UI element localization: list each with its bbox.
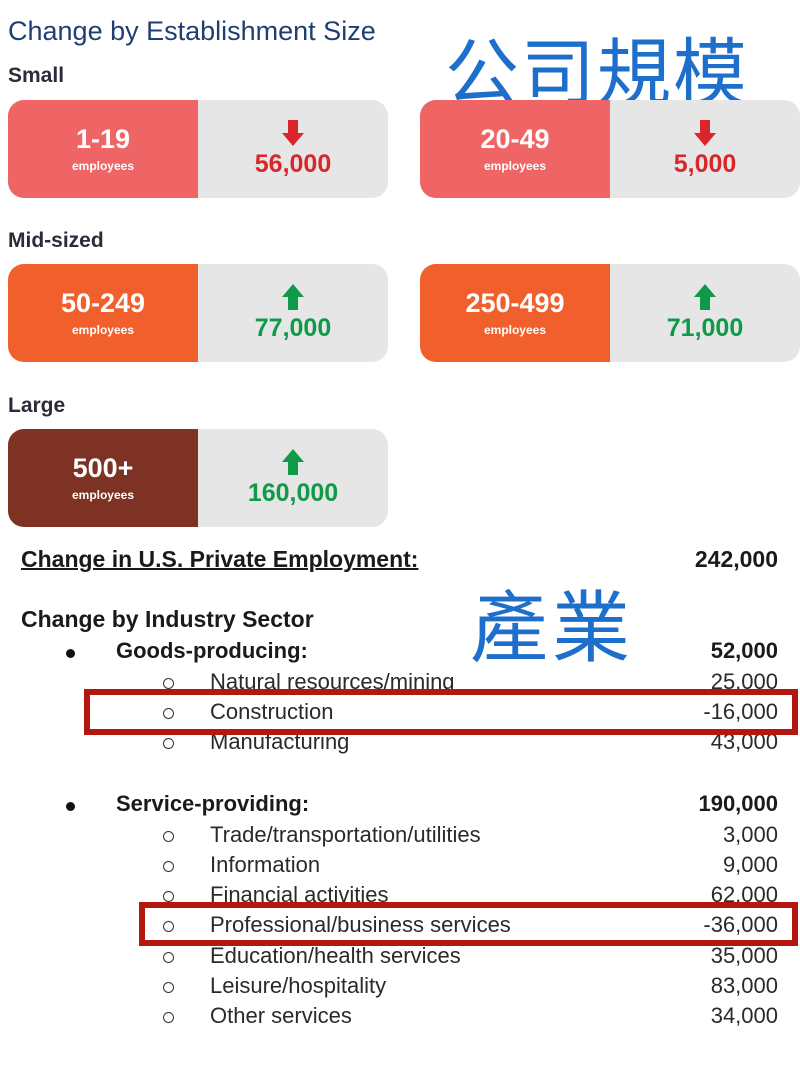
highlight-box-construction <box>84 689 798 735</box>
sector-row-goods-producing: Goods-producing: 52,000 <box>0 638 800 668</box>
industry-label: Education/health services <box>210 943 461 968</box>
card-change-panel: 71,000 <box>610 264 800 362</box>
card-range: 50-249 <box>60 287 146 318</box>
annotation-industry: 產業 <box>470 584 635 674</box>
industry-row: Trade/transportation/utilities 3,000 <box>0 822 800 852</box>
industry-row: Construction -16,000 <box>0 699 800 729</box>
group-label-mid-sized: Mid-sized <box>8 229 104 252</box>
sector-row-service-providing: Service-providing: 190,000 <box>0 791 800 821</box>
industry-label: Professional/business services <box>210 912 511 937</box>
industry-row: Education/health services 35,000 <box>0 943 800 973</box>
card-unit: employees <box>71 487 135 502</box>
card-unit: employees <box>483 158 547 173</box>
ring-bullet-icon <box>163 921 174 932</box>
card-unit: employees <box>71 158 135 173</box>
size-card-500-plus: 500+ employees 160,000 <box>8 429 388 527</box>
card-range-panel: 500+ employees <box>8 429 198 527</box>
card-range: 500+ <box>72 452 134 483</box>
card-range-panel: 20-49 employees <box>420 100 610 198</box>
card-value: 77,000 <box>254 313 332 342</box>
industry-heading: Change by Industry Sector <box>21 606 314 632</box>
industry-value: 83,000 <box>710 973 778 998</box>
industry-value: 35,000 <box>710 943 778 968</box>
industry-value: -36,000 <box>703 912 778 937</box>
size-card-50-249: 50-249 employees 77,000 <box>8 264 388 362</box>
private-employment-value: 242,000 <box>694 546 778 572</box>
card-range-panel: 1-19 employees <box>8 100 198 198</box>
page-title: Change by Establishment Size <box>8 16 376 46</box>
ring-bullet-icon <box>163 952 174 963</box>
sector-value: 52,000 <box>710 638 778 663</box>
industry-label: Leisure/hospitality <box>210 973 387 998</box>
ring-bullet-icon <box>163 831 174 842</box>
arrow-down-icon <box>694 119 716 146</box>
sector-label: Goods-producing: <box>116 638 308 663</box>
bullet-icon <box>66 649 75 658</box>
card-change-panel: 5,000 <box>610 100 800 198</box>
card-value: 160,000 <box>247 478 339 507</box>
industry-document: Change in U.S. Private Employment: 242,0… <box>0 536 800 1067</box>
industry-row: Leisure/hospitality 83,000 <box>0 973 800 1003</box>
ring-bullet-icon <box>163 891 174 902</box>
card-value: 5,000 <box>673 149 737 178</box>
card-value: 71,000 <box>666 313 744 342</box>
industry-value: 3,000 <box>722 822 778 847</box>
industry-heading-row: Change by Industry Sector <box>0 606 800 636</box>
ring-bullet-icon <box>163 1012 174 1023</box>
sector-label: Service-providing: <box>116 791 310 816</box>
industry-value: 34,000 <box>710 1003 778 1028</box>
card-change-panel: 160,000 <box>198 429 388 527</box>
card-value: 56,000 <box>254 149 332 178</box>
group-label-small: Small <box>8 64 65 87</box>
highlight-box-professional-services <box>139 902 798 946</box>
size-card-1-19: 1-19 employees 56,000 <box>8 100 388 198</box>
card-range-panel: 50-249 employees <box>8 264 198 362</box>
private-employment-row: Change in U.S. Private Employment: 242,0… <box>0 546 800 576</box>
industry-label: Other services <box>210 1003 352 1028</box>
industry-label: Information <box>210 852 321 877</box>
card-change-panel: 56,000 <box>198 100 388 198</box>
bullet-icon <box>66 802 75 811</box>
card-unit: employees <box>483 322 547 337</box>
card-range: 250-499 <box>465 287 565 318</box>
sector-value: 190,000 <box>698 791 778 816</box>
private-employment-label: Change in U.S. Private Employment: <box>21 546 419 572</box>
arrow-up-icon <box>694 283 716 310</box>
industry-row: Professional/business services -36,000 <box>0 912 800 942</box>
card-range: 1-19 <box>75 123 131 154</box>
card-range: 20-49 <box>480 123 550 154</box>
industry-value: -16,000 <box>703 699 778 724</box>
size-card-20-49: 20-49 employees 5,000 <box>420 100 800 198</box>
ring-bullet-icon <box>163 982 174 993</box>
arrow-up-icon <box>282 283 304 310</box>
industry-label: Trade/transportation/utilities <box>210 822 481 847</box>
card-range-panel: 250-499 employees <box>420 264 610 362</box>
card-unit: employees <box>71 322 135 337</box>
industry-row: Other services 34,000 <box>0 1003 800 1033</box>
industry-row: Information 9,000 <box>0 852 800 882</box>
ring-bullet-icon <box>163 678 174 689</box>
group-label-large: Large <box>8 394 66 417</box>
ring-bullet-icon <box>163 708 174 719</box>
card-change-panel: 77,000 <box>198 264 388 362</box>
arrow-up-icon <box>282 448 304 475</box>
ring-bullet-icon <box>163 738 174 749</box>
industry-value: 9,000 <box>722 852 778 877</box>
industry-label: Construction <box>210 699 334 724</box>
ring-bullet-icon <box>163 861 174 872</box>
arrow-down-icon <box>282 119 304 146</box>
size-card-250-499: 250-499 employees 71,000 <box>420 264 800 362</box>
